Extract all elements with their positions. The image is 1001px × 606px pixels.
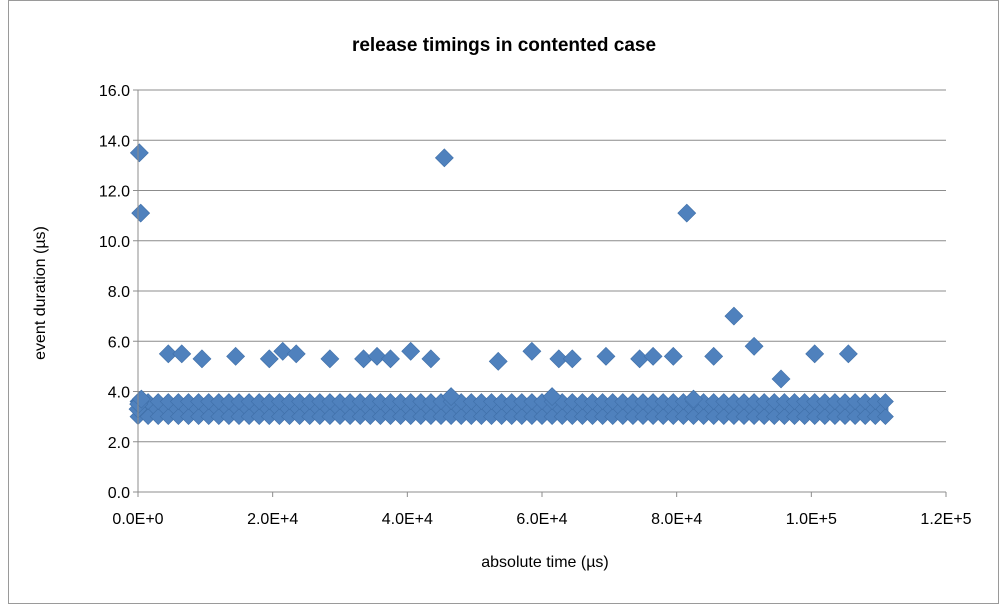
chart-title: release timings in contented case bbox=[352, 35, 656, 56]
data-point bbox=[488, 351, 508, 371]
data-point bbox=[434, 148, 454, 168]
data-point bbox=[273, 341, 293, 361]
y-tick-label: 16.0 bbox=[99, 83, 130, 100]
data-point bbox=[129, 143, 149, 163]
y-tick-label: 8.0 bbox=[108, 284, 130, 301]
y-tick-label: 0.0 bbox=[108, 485, 130, 502]
x-tick-label: 1.2E+5 bbox=[920, 511, 971, 528]
data-point bbox=[684, 389, 703, 409]
data-point bbox=[663, 346, 683, 366]
x-tick-label: 0.0E+0 bbox=[112, 511, 163, 528]
data-point bbox=[704, 346, 724, 366]
data-point bbox=[441, 387, 461, 406]
y-tick-label: 2.0 bbox=[108, 435, 130, 452]
data-point bbox=[542, 387, 562, 406]
data-point bbox=[354, 349, 373, 369]
scatter-chart: release timings in contented case 0.0 2.0… bbox=[32, 35, 972, 571]
y-tick-label: 12.0 bbox=[99, 184, 130, 201]
data-point bbox=[744, 336, 764, 356]
gridlines bbox=[138, 89, 946, 443]
tick-labels: 0.0 2.0 4.0 6.0 8.0 10.0 12.0 14.0 16.0 0.0E+0 2.0… bbox=[99, 83, 972, 528]
data-point bbox=[158, 344, 178, 364]
y-tick-label: 4.0 bbox=[108, 385, 130, 402]
data-point bbox=[259, 349, 279, 369]
y-tick-label: 14.0 bbox=[99, 133, 130, 150]
data-point bbox=[401, 341, 421, 361]
chart-frame: release timings in contented case 0.0 2.0… bbox=[8, 0, 999, 604]
dense-point-band bbox=[129, 393, 894, 426]
data-point bbox=[192, 349, 212, 369]
x-tick-label: 6.0E+4 bbox=[516, 511, 567, 528]
x-tick-label: 1.0E+5 bbox=[786, 511, 837, 528]
y-tick-label: 10.0 bbox=[99, 234, 130, 251]
x-tick-label: 2.0E+4 bbox=[247, 511, 298, 528]
y-tick-label: 6.0 bbox=[108, 334, 130, 351]
data-point bbox=[724, 306, 744, 326]
data-point bbox=[876, 393, 894, 410]
data-point bbox=[131, 389, 151, 409]
data-point bbox=[643, 346, 663, 366]
data-point bbox=[320, 349, 340, 369]
data-point bbox=[596, 346, 616, 366]
data-point bbox=[549, 349, 569, 369]
data-point bbox=[630, 349, 650, 369]
data-point bbox=[226, 346, 246, 366]
data-point bbox=[172, 344, 192, 364]
y-axis-label: event duration (µs) bbox=[32, 226, 49, 360]
data-points bbox=[128, 143, 894, 426]
x-tick-label: 4.0E+4 bbox=[382, 511, 433, 528]
data-point bbox=[367, 346, 387, 366]
data-point bbox=[381, 349, 400, 369]
data-point bbox=[421, 349, 441, 369]
x-axis-label: absolute time (µs) bbox=[481, 554, 608, 571]
data-point bbox=[771, 369, 791, 389]
data-point bbox=[286, 344, 306, 364]
data-point bbox=[805, 344, 825, 364]
data-point bbox=[562, 349, 582, 369]
data-point bbox=[838, 344, 858, 364]
axes bbox=[133, 89, 947, 497]
data-point bbox=[522, 341, 542, 361]
x-tick-label: 8.0E+4 bbox=[651, 511, 702, 528]
data-point bbox=[131, 203, 151, 223]
data-point bbox=[876, 408, 894, 426]
data-point bbox=[677, 203, 697, 223]
